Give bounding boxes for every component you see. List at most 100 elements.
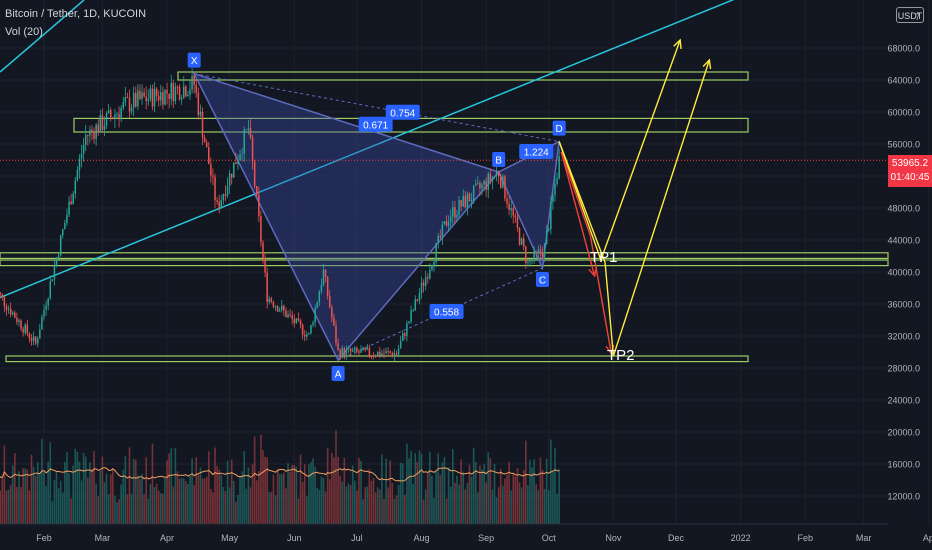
volume-bar — [347, 483, 350, 524]
candle-body — [366, 347, 369, 350]
volume-bar — [280, 474, 283, 524]
volume-bar — [364, 487, 366, 524]
volume-bar — [120, 484, 122, 524]
volume-bar — [16, 487, 18, 524]
candle-body — [535, 250, 537, 252]
candle-body — [28, 333, 31, 339]
volume-bar — [107, 494, 110, 524]
candle-body — [0, 292, 1, 295]
candle-body — [41, 316, 43, 330]
candle-body — [264, 257, 266, 273]
candle-body — [278, 310, 281, 312]
candle-body — [80, 154, 83, 159]
volume-bar — [3, 445, 6, 524]
volume-bar — [170, 448, 173, 524]
volume-bar — [424, 489, 427, 524]
candle-body — [239, 154, 241, 161]
candle-body — [543, 244, 546, 257]
candle-body — [151, 88, 154, 107]
candle-body — [68, 201, 70, 215]
candle-body — [237, 160, 239, 164]
volume-bar — [249, 487, 252, 524]
volume-bar — [70, 498, 72, 524]
volume-bar — [497, 487, 500, 524]
volume-bar — [93, 451, 95, 524]
time-tick-label: May — [221, 533, 239, 543]
candle-body — [362, 347, 364, 351]
candle-body — [101, 115, 104, 130]
candle-body — [5, 306, 8, 310]
time-axis[interactable]: Feb Mar Apr May Jun Jul Aug Sep Oct Nov Dec 2022 Feb… — [0, 523, 932, 543]
volume-bar — [393, 498, 396, 524]
candle-body — [508, 203, 510, 211]
currency-badge[interactable]: USDT — [896, 7, 924, 23]
volume-bar — [151, 443, 154, 524]
volume-bar — [535, 484, 538, 524]
candle-body — [424, 277, 427, 286]
candle-body — [174, 86, 177, 102]
candle-body — [468, 193, 471, 202]
candle-body — [91, 129, 93, 132]
volume-bar — [283, 472, 285, 524]
volume-bar — [112, 468, 114, 524]
volume-bar — [191, 458, 193, 524]
volume-bar — [149, 484, 152, 524]
volume-bar — [433, 497, 435, 524]
volume-bar — [228, 487, 231, 524]
volume-bar — [485, 482, 487, 524]
time-tick-label: Ap — [923, 533, 932, 543]
candle-body — [441, 224, 444, 238]
candle-body — [462, 196, 464, 207]
candle-body — [120, 107, 122, 119]
volume-bar — [51, 501, 54, 524]
time-tick-label: Aug — [414, 533, 430, 543]
time-tick-label: Mar — [856, 533, 872, 543]
price-axis[interactable]: 12000.0 16000.0 20000.0 24000.0 28000.0 32000… — [887, 12, 920, 502]
candle-body — [118, 114, 120, 119]
yellow-projection-arrow — [558, 39, 681, 263]
volume-bar — [439, 474, 442, 524]
candle-body — [506, 198, 508, 204]
candle-body — [439, 236, 442, 238]
volume-bar — [197, 474, 200, 524]
candle-body — [527, 261, 529, 263]
volume-bar — [368, 469, 371, 524]
candle-body — [474, 183, 477, 186]
volume-bar — [426, 473, 429, 524]
candle-body — [370, 355, 373, 356]
volume-bar — [78, 461, 81, 524]
volume-bar — [162, 493, 164, 524]
volume-bar — [253, 436, 256, 524]
candle-body — [500, 176, 502, 188]
volume-bar — [139, 479, 141, 524]
volume-bars — [0, 430, 560, 524]
volume-bar — [422, 499, 425, 524]
volume-bar — [66, 451, 68, 524]
candle-body — [293, 319, 296, 324]
volume-bar — [210, 489, 212, 524]
candle-body — [47, 298, 49, 306]
candle-body — [539, 249, 542, 253]
volume-bar — [287, 463, 289, 524]
volume-bar — [358, 457, 360, 524]
volume-bar — [72, 465, 74, 524]
candle-body — [431, 266, 433, 271]
volume-bar — [314, 466, 316, 524]
pattern-ratio-label: 1.224 — [524, 148, 549, 159]
candle-body — [437, 236, 439, 244]
candle-body — [427, 277, 429, 279]
candle-body — [208, 147, 210, 165]
candle-body — [16, 317, 18, 323]
volume-bar — [525, 440, 527, 524]
volume-bar — [224, 491, 227, 524]
volume-bar — [372, 478, 375, 524]
volume-bar — [105, 473, 108, 524]
candle-body — [224, 194, 227, 196]
candle-body — [512, 207, 515, 216]
volume-indicator-label[interactable]: Vol (20) — [5, 26, 43, 38]
volume-bar — [264, 456, 266, 524]
candle-body — [24, 324, 26, 333]
volume-bar — [97, 496, 100, 524]
pattern-point-label: D — [556, 124, 563, 135]
